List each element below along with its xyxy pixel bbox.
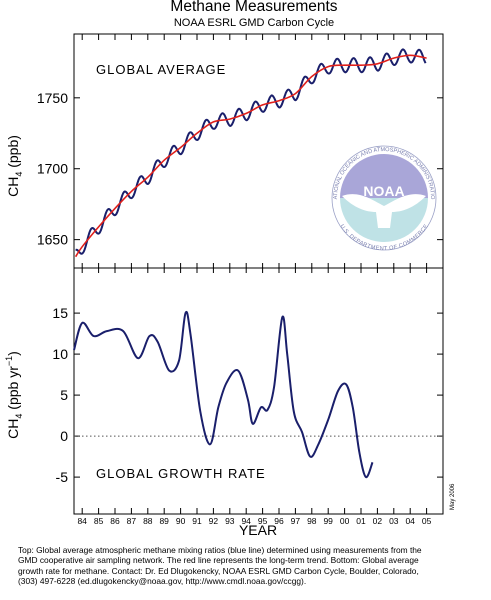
plot-frame [73, 33, 444, 515]
x-tick-label: 89 [159, 516, 169, 526]
top-y-tick-label: 1750 [37, 90, 68, 106]
x-axis-title: YEAR [239, 522, 277, 538]
bottom-y-tick-label: 10 [52, 346, 68, 362]
top-series [74, 48, 427, 258]
x-tick-label: 95 [258, 516, 268, 526]
bottom-y-tick-label: 0 [60, 428, 68, 444]
x-tick-label: 94 [241, 516, 251, 526]
growth-rate-line [73, 311, 374, 479]
x-tick-label: 98 [307, 516, 317, 526]
bottom-y-tick-label: 15 [52, 305, 68, 321]
x-tick-label: 84 [77, 516, 87, 526]
svg-text:CH4 (ppb): CH4 (ppb) [5, 135, 24, 197]
date-stamp: May 2006 [450, 483, 456, 510]
x-tick-label: 04 [405, 516, 415, 526]
x-tick-label: 96 [274, 516, 284, 526]
x-tick-label: 97 [291, 516, 301, 526]
bottom-panel-label: GLOBAL GROWTH RATE [96, 466, 266, 481]
trend-methane-line [74, 54, 427, 258]
x-tick-label: 02 [373, 516, 383, 526]
svg-text:CH4 (ppb yr−1): CH4 (ppb yr−1) [4, 351, 24, 439]
top-y-tick-label: 1650 [37, 232, 68, 248]
x-axis: 84 85 86 87 88 89 90 91 92 93 94 95 96 97 98 99 00 01 02 03… [77, 34, 432, 526]
caption-line: (303) 497-6228 (ed.dlugokencky@noaa.gov,… [18, 576, 307, 587]
top-panel-label: GLOBAL AVERAGE [96, 62, 226, 77]
chart-subtitle: NOAA ESRL GMD Carbon Cycle [174, 17, 334, 29]
x-tick-label: 91 [192, 516, 202, 526]
top-ylabel: CH4 (ppb) [5, 135, 24, 197]
x-tick-label: 92 [209, 516, 219, 526]
caption-line: GMD cooperative air sampling network. Th… [18, 555, 419, 566]
bottom-y-axis: 15 10 5 0 -5 [52, 305, 443, 485]
noaa-logo: NOAA NATIONAL OCEANIC AND ATMOSPHERIC AD… [331, 145, 437, 252]
figure-caption: Top: Global average atmospheric methane … [18, 545, 478, 587]
x-tick-label: 90 [176, 516, 186, 526]
bottom-series [73, 311, 374, 479]
x-tick-label: 86 [110, 516, 120, 526]
x-tick-label: 93 [225, 516, 235, 526]
x-tick-label: 99 [323, 516, 333, 526]
noaa-logo-text: NOAA [363, 183, 404, 199]
top-y-axis: 1650 1700 1750 [37, 90, 443, 248]
x-tick-label: 00 [340, 516, 350, 526]
top-y-tick-label: 1700 [37, 161, 68, 177]
bottom-y-tick-label: 5 [60, 387, 68, 403]
x-tick-label: 85 [94, 516, 104, 526]
x-tick-label: 05 [422, 516, 432, 526]
bottom-ylabel: CH4 (ppb yr−1) [4, 351, 24, 439]
monthly-methane-line [75, 48, 427, 255]
x-tick-label: 88 [143, 516, 153, 526]
chart-title: Methane Measurements [170, 0, 337, 15]
caption-line: growth rate for methane. Contact: Dr. Ed… [18, 565, 419, 576]
x-tick-label: 87 [127, 516, 137, 526]
bottom-y-tick-label: -5 [56, 469, 69, 485]
x-tick-label: 01 [356, 516, 366, 526]
x-tick-label: 03 [389, 516, 399, 526]
caption-line: Top: Global average atmospheric methane … [18, 545, 422, 555]
